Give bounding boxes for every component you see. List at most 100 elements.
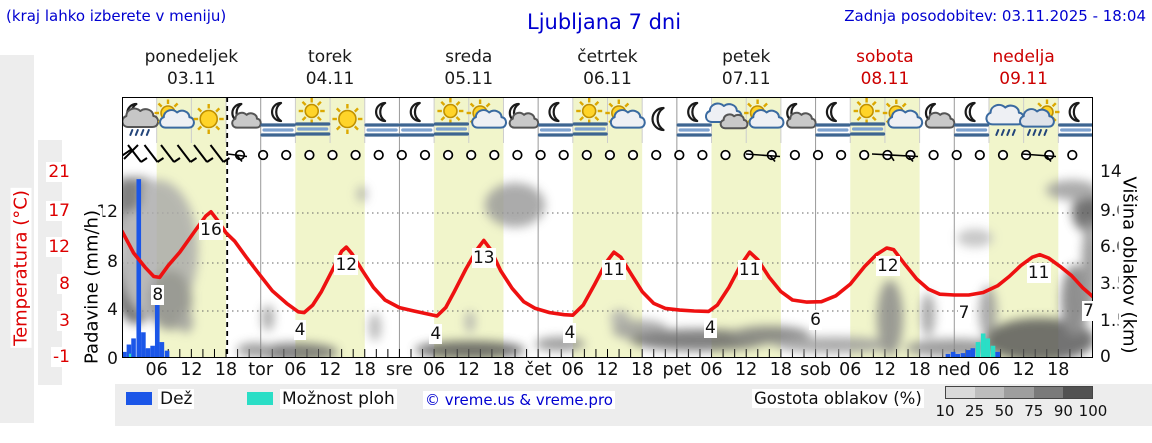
density-tick-label: 10	[935, 402, 955, 420]
x-day-label: sre	[384, 360, 415, 380]
x-hour-label: 06	[698, 360, 725, 380]
day-name: torek	[306, 47, 355, 67]
rain-legend-label: Dež	[158, 389, 195, 409]
x-axis-labels: 06 12 18 tor 06 12 18 sre 06 12 18 čet 06 12 18 pet 06 12…	[0, 360, 1152, 384]
density-tick-label: 90	[1053, 402, 1073, 420]
weather-icon-moon-fog	[954, 101, 990, 137]
temp-value-label: 7	[957, 303, 971, 323]
weather-icon-moon-fog	[537, 101, 574, 137]
temp-tick-label: 12	[46, 237, 72, 257]
temp-value-label: 16	[199, 219, 223, 240]
density-gradient-segment	[1062, 387, 1092, 398]
day-date: 08.11	[858, 69, 912, 89]
x-hour-label: 12	[316, 360, 344, 380]
weather-icon-moon-fog	[676, 101, 712, 137]
menu-hint: (kraj lahko izberete v meniju)	[6, 7, 227, 25]
weather-icon-moon-rain	[122, 102, 160, 136]
density-gradient-segment	[975, 387, 1005, 398]
cloud-height-tick-label: 0	[1098, 347, 1113, 367]
day-date: 06.11	[581, 69, 634, 89]
day-name: ponedeljek	[142, 47, 241, 67]
day-name: petek	[720, 47, 773, 67]
weather-icon-sun-cloud	[154, 99, 195, 129]
temp-tick-label: -1	[51, 347, 72, 367]
x-hour-label: 18	[629, 360, 656, 380]
weather-icon-sun-fog	[572, 98, 608, 136]
cloud-density-gradient-bar	[945, 386, 1093, 399]
weather-icon-sun-fog	[849, 98, 886, 136]
temp-tick-label: 3	[57, 311, 72, 331]
copyright-link[interactable]: © vreme.us & vreme.pro	[423, 391, 615, 409]
cloud-density-legend-label: Gostota oblakov (%)	[752, 389, 924, 408]
x-hour-label: 18	[1045, 360, 1072, 380]
day-name: sreda	[443, 47, 495, 67]
x-hour-label: 06	[143, 360, 170, 380]
weather-icon-moon-fog	[815, 101, 851, 137]
rain-legend-swatch	[126, 392, 152, 405]
x-hour-label: 12	[455, 360, 482, 380]
temp-value-label: 4	[293, 320, 307, 341]
precip-tick-label: 0	[107, 349, 118, 369]
day-date: 05.11	[442, 69, 496, 89]
precip-axis-title: Padavine (mm/h)	[81, 208, 103, 366]
weather-icon-moon-cloud	[786, 102, 817, 129]
weather-icon-sun-fog	[433, 98, 470, 136]
last-updated: Zadnja posodobitev: 03.11.2025 - 18:04	[844, 7, 1146, 25]
weather-icon-sun-cloud	[605, 99, 646, 129]
day-date: 04.11	[303, 69, 357, 89]
density-tick-label: 25	[965, 402, 985, 420]
temp-tick-label: 17	[46, 201, 72, 221]
weather-icon-sun	[332, 104, 363, 134]
weather-icon-sun-fog	[295, 98, 331, 136]
day-header-četrtek: četrtek 06.11	[538, 47, 677, 91]
x-hour-label: 18	[351, 360, 378, 380]
day-header-sreda: sreda 05.11	[399, 47, 538, 91]
temp-value-label: 11	[602, 260, 626, 281]
showers-legend-swatch	[247, 392, 273, 405]
temp-tick-label: 8	[57, 274, 72, 294]
day-date: 07.11	[719, 69, 773, 89]
x-day-label: sob	[798, 360, 834, 380]
cloud-height-tick-label: 14	[1098, 162, 1124, 182]
day-header-torek: torek 04.11	[261, 47, 400, 91]
x-hour-label: 18	[906, 360, 933, 380]
plot-area	[122, 97, 1093, 358]
temp-value-label: 4	[429, 323, 443, 344]
day-header-ponedeljek: ponedeljek 03.11	[122, 47, 261, 91]
weather-icon-sun-cloud	[744, 99, 785, 129]
weather-icon-sun-cloud-rain	[1019, 99, 1060, 136]
x-hour-label: 06	[837, 360, 864, 380]
x-hour-label: 06	[282, 360, 309, 380]
day-header-sobota: sobota 08.11	[816, 47, 955, 91]
density-gradient-segment	[1004, 387, 1034, 398]
weather-icon-moon-cloud	[231, 102, 262, 129]
temp-tick-label: 21	[46, 162, 72, 182]
weather-icon-moon-cloud	[508, 102, 540, 129]
temp-value-label: 4	[563, 323, 577, 343]
temp-value-label: 8	[151, 285, 165, 306]
weather-icon-sun-cloud	[882, 99, 924, 129]
x-hour-label: 12	[178, 360, 205, 380]
precip-tick-label: 8	[107, 252, 118, 272]
meteogram-canvas	[122, 97, 1093, 358]
temp-value-label: 13	[471, 248, 496, 269]
page-title: Ljubljana 7 dni	[527, 10, 682, 34]
weather-icon-moon-fog	[1058, 101, 1093, 137]
day-headers: ponedeljek 03.11 torek 04.11 sreda 05.11 četrt…	[122, 47, 1093, 93]
x-hour-label: 12	[594, 360, 621, 380]
x-day-label: ned	[935, 360, 973, 380]
day-name: četrtek	[575, 47, 640, 67]
weather-icon-moon-fog	[260, 101, 296, 137]
x-hour-label: 12	[1010, 360, 1037, 380]
day-header-petek: petek 07.11	[677, 47, 816, 91]
temp-value-label: 6	[809, 309, 822, 330]
x-day-label: pet	[660, 360, 694, 380]
day-header-nedelja: nedelja 09.11	[954, 47, 1093, 91]
day-name: nedelja	[990, 47, 1057, 67]
x-hour-label: 06	[975, 360, 1003, 380]
density-gradient-segment	[1033, 387, 1063, 398]
temp-value-label: 4	[703, 318, 717, 339]
x-hour-label: 06	[420, 360, 448, 380]
weather-icon-sun	[193, 104, 224, 134]
x-hour-label: 18	[490, 360, 517, 380]
